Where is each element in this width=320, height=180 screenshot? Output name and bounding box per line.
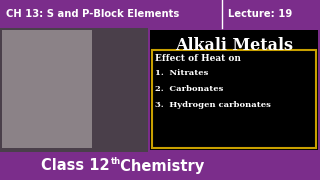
Text: 2.  Carbonates: 2. Carbonates [155, 85, 223, 93]
FancyBboxPatch shape [152, 50, 316, 148]
Text: th: th [111, 156, 121, 165]
Bar [148, 28, 320, 152]
Bar [0, 28, 148, 152]
Bar [0, 152, 320, 180]
Text: Effect of Heat on: Effect of Heat on [155, 54, 241, 63]
Text: Lecture: 19: Lecture: 19 [228, 9, 292, 19]
Bar [0, 0, 320, 28]
Text: CH 13: S and P-Block Elements: CH 13: S and P-Block Elements [6, 9, 179, 19]
Text: Chemistry: Chemistry [115, 159, 204, 174]
Text: Class 12: Class 12 [41, 159, 110, 174]
Text: 1.  Nitrates: 1. Nitrates [155, 69, 208, 77]
Text: 3.  Hydrogen carbonates: 3. Hydrogen carbonates [155, 101, 271, 109]
Text: Alkali Metals: Alkali Metals [175, 37, 293, 54]
Bar [2, 30, 92, 148]
Bar [150, 30, 318, 150]
